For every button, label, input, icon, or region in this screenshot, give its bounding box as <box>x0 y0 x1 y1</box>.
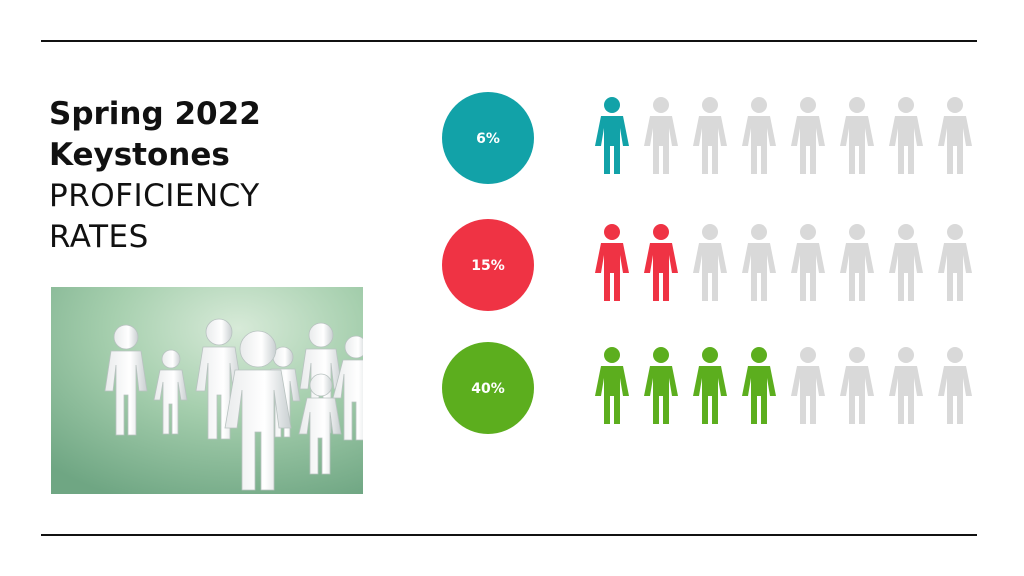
person-icon <box>742 97 776 174</box>
subtitle-proficiency: PROFICIENCY <box>49 178 260 214</box>
person-icon <box>595 97 629 174</box>
person-icon <box>889 347 923 424</box>
person-icon <box>938 347 972 424</box>
subtitle-rates: RATES <box>49 219 149 255</box>
rate-label-2: 40% <box>471 381 505 397</box>
person-icon <box>938 97 972 174</box>
top-rule <box>41 40 977 42</box>
person-icon <box>595 347 629 424</box>
person-icon <box>742 347 776 424</box>
person-icon <box>840 224 874 301</box>
person-icon <box>742 224 776 301</box>
person-icon <box>644 224 678 301</box>
title-keystones: Keystones <box>49 137 230 173</box>
bottom-rule <box>41 534 977 536</box>
person-icon <box>791 224 825 301</box>
rate-circle-0 <box>442 92 534 184</box>
rate-circle-2 <box>442 342 534 434</box>
rate-circle-1 <box>442 219 534 311</box>
title-year: Spring 2022 <box>49 96 261 132</box>
rate-label-1: 15% <box>471 258 505 274</box>
pictograph-svg: 6% 15% 40% <box>442 92 972 434</box>
title-block: Spring 2022 Keystones PROFICIENCY RATES <box>49 94 369 258</box>
person-icon <box>693 347 727 424</box>
paper-people-figures-photo <box>51 287 363 494</box>
person-icon <box>693 97 727 174</box>
person-icon <box>840 97 874 174</box>
person-icon <box>644 97 678 174</box>
rate-label-0: 6% <box>476 131 500 147</box>
people-photo <box>51 287 363 494</box>
person-icon <box>938 224 972 301</box>
person-icon <box>595 224 629 301</box>
person-icon <box>644 347 678 424</box>
person-icon <box>791 97 825 174</box>
person-icon <box>693 224 727 301</box>
proficiency-pictograph: 6% 15% 40% <box>430 80 978 450</box>
person-icon <box>840 347 874 424</box>
person-icon <box>889 97 923 174</box>
person-icon <box>889 224 923 301</box>
person-icon <box>791 347 825 424</box>
